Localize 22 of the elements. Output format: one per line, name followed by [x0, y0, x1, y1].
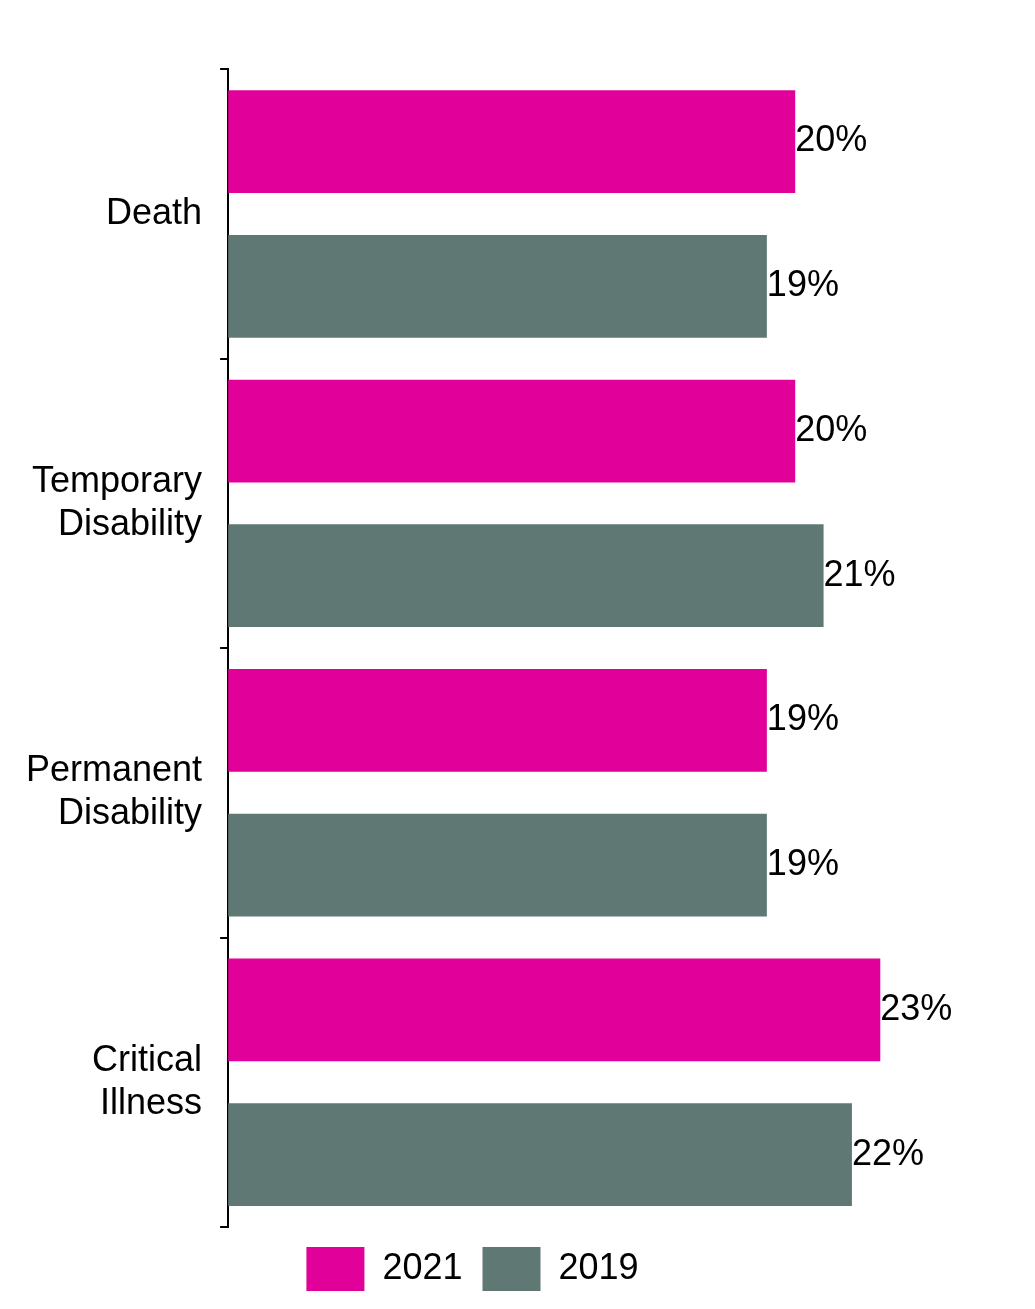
data-label: 19%: [766, 842, 839, 884]
data-label: 19%: [766, 697, 839, 739]
y-tick-label: Temporary Disability: [32, 458, 203, 543]
bar: [228, 524, 824, 628]
data-label: 20%: [795, 118, 868, 160]
legend-label: 2021: [382, 1245, 463, 1287]
bar: [228, 379, 796, 483]
bar: [228, 1103, 852, 1207]
y-tick-label: Permanent Disability: [25, 748, 203, 833]
legend-label: 2019: [558, 1245, 639, 1287]
bar: [228, 813, 767, 917]
bar: [228, 234, 767, 338]
bar: [228, 958, 881, 1062]
y-tick-label: Death: [106, 190, 203, 232]
data-label: 20%: [795, 407, 868, 449]
y-tick-label: Critical Illness: [92, 1037, 203, 1122]
data-label: 19%: [766, 263, 839, 305]
bar: [228, 669, 767, 772]
bar: [228, 90, 796, 193]
data-label: 21%: [823, 552, 896, 594]
data-label: 23%: [880, 986, 953, 1028]
data-label: 22%: [851, 1131, 924, 1173]
